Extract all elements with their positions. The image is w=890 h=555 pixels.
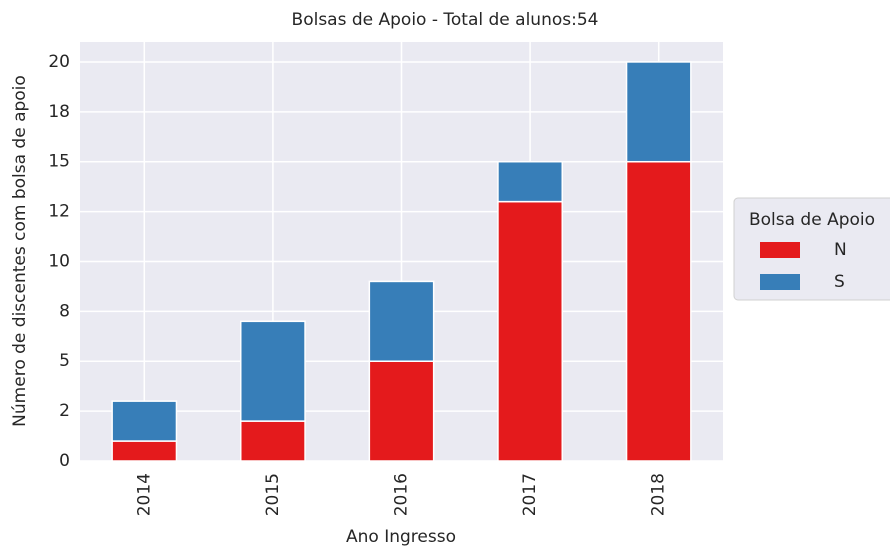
legend-swatch: [760, 242, 800, 258]
x-tick-label: 2018: [649, 473, 669, 516]
y-tick-label: 20: [48, 52, 70, 72]
legend-title: Bolsa de Apoio: [749, 210, 875, 230]
bar-segment: [240, 420, 306, 462]
x-tick-label: 2015: [263, 473, 283, 516]
bar-segment: [497, 160, 564, 203]
bar-segment: [368, 280, 435, 362]
bar-segment: [497, 200, 564, 462]
y-axis-label: Número de discentes com bolsa de apoio: [10, 75, 30, 427]
bar-segment: [240, 320, 306, 422]
x-tick-label: 2014: [134, 473, 154, 516]
bar-segment: [625, 61, 692, 163]
y-tick-label: 10: [48, 251, 70, 271]
bar-segment: [368, 360, 435, 462]
x-tick-label: 2017: [520, 473, 540, 516]
y-tick-label: 2: [59, 401, 70, 421]
bar-segment: [625, 160, 692, 462]
bar-segment: [111, 440, 178, 462]
legend-label: S: [834, 272, 845, 292]
x-tick-label: 2016: [392, 473, 412, 516]
legend-swatch: [760, 274, 800, 290]
y-tick-label: 12: [48, 202, 70, 222]
y-tick-label: 15: [48, 152, 70, 172]
x-axis-label: Ano Ingresso: [346, 527, 456, 547]
bar-segment: [111, 400, 178, 442]
y-tick-label: 0: [59, 451, 70, 471]
y-tick-label: 8: [59, 301, 70, 321]
y-tick-label: 18: [48, 102, 70, 122]
chart-title: Bolsas de Apoio - Total de alunos:54: [292, 10, 599, 30]
y-tick-label: 5: [59, 351, 70, 371]
legend-label: N: [834, 240, 847, 260]
